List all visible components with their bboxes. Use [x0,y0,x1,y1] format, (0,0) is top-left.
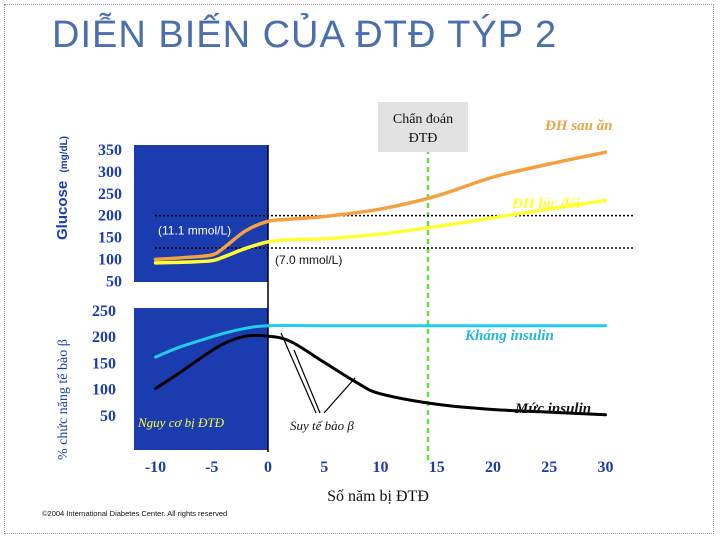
x-axis-label: Số năm bị ĐTĐ [327,488,429,505]
page-title: DIỄN BIẾN CỦA ĐTĐ TÝP 2 [52,14,558,56]
fasting-label: ĐH lúc đói [511,196,581,212]
x-tick-label: 30 [598,459,614,476]
glucose-tick-label: 150 [98,230,122,247]
beta-failure-arrow-3 [323,377,356,414]
post-meal-glucose-line [153,150,608,262]
glucose-axis-unit: (mg/dL) [59,136,70,173]
post-meal-label: ĐH sau ăn [544,118,613,134]
glucose-tick-label: 350 [98,142,122,159]
x-tick-label: 20 [485,459,501,476]
beta-failure-label: Suy tế bào β [290,418,354,433]
beta-failure-arrow-1 [280,332,317,414]
resistance-label: Kháng insulin [464,328,554,344]
glucose-axis-main: Glucose [54,181,71,240]
reference-line-7mmol-label: (7.0 mmol/L) [275,253,342,267]
diagnosis-label-line2: ĐTĐ [409,131,438,146]
beta-tick-label: 150 [92,355,116,372]
glucose-tick-label: 100 [98,251,122,268]
insulin-resistance-line [154,324,607,359]
glucose-axis-label: Glucose (mg/dL) [54,136,71,240]
x-tick-label: 10 [373,459,389,476]
beta-tick-label: 250 [92,303,116,320]
x-tick-label: 5 [320,459,328,476]
x-tick-label: -5 [205,459,218,476]
glucose-tick-label: 300 [98,164,122,181]
glucose-tick-label: 250 [98,186,122,203]
beta-tick-label: 50 [100,408,116,425]
glucose-tick-label: 50 [106,273,122,290]
x-tick-label: 25 [541,459,557,476]
insulin-level-label: Mức insulin [514,401,591,417]
risk-label: Nguy cơ bị ĐTĐ [137,415,225,430]
fasting-glucose-line [153,198,608,265]
insulin-level-line [154,333,607,417]
beta-failure-arrow-2 [293,349,321,414]
beta-tick-label: 200 [92,329,116,346]
x-tick-label: -10 [145,459,166,476]
x-tick-label: 0 [264,459,272,476]
diagnosis-box [378,102,468,152]
slide-frame [4,4,714,534]
beta-panel-bg [134,308,268,450]
diagnosis-label-line1: Chẩn đoán [393,112,453,127]
beta-tick-label: 100 [92,382,116,399]
copyright: ©2004 International Diabetes Center. All… [42,509,227,518]
glucose-tick-label: 200 [98,208,122,225]
x-tick-label: 15 [429,459,445,476]
beta-axis-label: % chức năng tế bào β [56,339,71,460]
reference-line-11mmol-label: (11.1 mmol/L) [158,224,231,238]
